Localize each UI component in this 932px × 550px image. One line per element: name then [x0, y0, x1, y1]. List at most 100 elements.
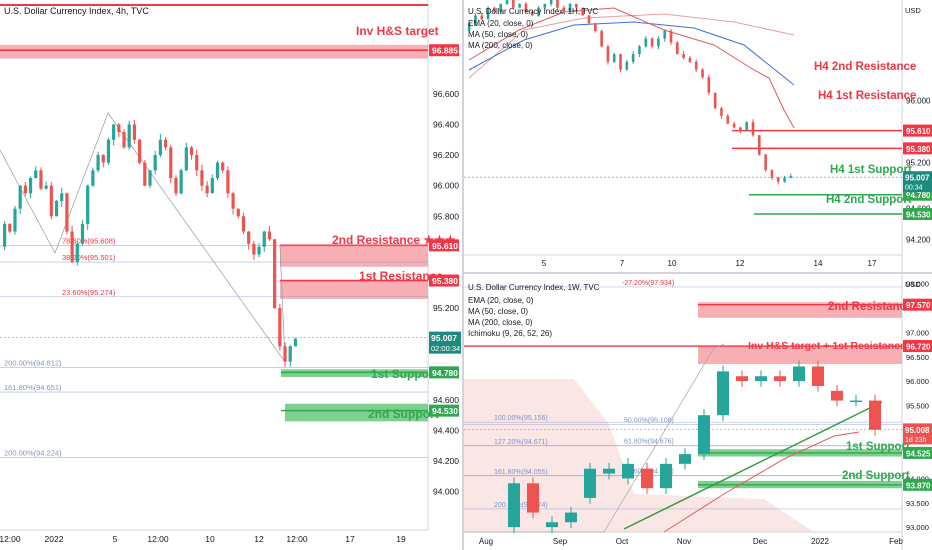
x-tick-label: 12:00: [0, 534, 21, 544]
candle-body: [812, 366, 824, 386]
fib-label: 127.20%(94.671): [494, 439, 548, 446]
candle-body: [568, 3, 572, 12]
candle-body: [508, 483, 520, 528]
candle-body: [594, 23, 597, 31]
last-price-tag: 95.007: [905, 174, 930, 183]
candle-body: [117, 124, 121, 133]
candle-body: [736, 376, 748, 382]
candle-body: [499, 3, 502, 12]
vertical-divider[interactable]: [462, 0, 464, 550]
level-price-tag: 94.525: [906, 449, 931, 458]
fib-label: -27.20%(97.934): [622, 280, 674, 287]
chart-4h-canvas[interactable]: 94.00094.20094.40094.60094.80095.00095.2…: [0, 0, 462, 550]
candle-body: [18, 185, 22, 209]
candle-body: [622, 463, 634, 479]
candle-body: [44, 185, 48, 189]
y-tick-label: 94.000: [433, 487, 459, 497]
x-tick-label: 17: [345, 534, 355, 544]
candle-body: [8, 223, 12, 232]
candle-body: [236, 208, 240, 217]
candle-body: [80, 223, 85, 244]
level-price-tag: 96.885: [432, 46, 458, 56]
x-tick-label: Sep: [553, 537, 568, 546]
level-price-tag-bg: [903, 142, 932, 155]
level-price-tag: 95.610: [906, 127, 931, 136]
y-tick-label: 96.500: [906, 353, 929, 362]
candle-body: [293, 338, 298, 347]
candle-body: [527, 483, 539, 513]
candle-body: [657, 38, 660, 47]
chart-1w-canvas[interactable]: USD93.00093.50094.00095.00095.50096.0009…: [464, 274, 932, 550]
level-price-tag: 97.570: [906, 301, 931, 310]
level-price-tag: 95.380: [432, 276, 458, 286]
indicator-label: MA (200, close, 0): [468, 318, 533, 327]
candle-body: [512, 0, 515, 8]
candle-body: [231, 193, 235, 209]
candle-body: [688, 57, 692, 62]
candle-body: [745, 122, 748, 132]
y-tick-label: 96.400: [433, 119, 459, 129]
y-tick-label: 97.000: [906, 328, 929, 337]
fib-label: 78.60%(95.608): [62, 237, 116, 246]
fib-label: 50.00%(95.108): [624, 418, 674, 425]
candle-body: [101, 155, 105, 163]
candle-body: [467, 23, 471, 31]
fib-label: 200.00%(93.374): [494, 502, 548, 509]
candle-body: [39, 170, 43, 189]
y-tick-label: 93.000: [906, 523, 929, 532]
indicator-label: Ichimoku (9, 26, 52, 26): [468, 329, 552, 338]
level-price-tag: 95.610: [432, 241, 458, 251]
candle-body: [546, 522, 558, 528]
x-tick-label: 2022: [45, 534, 64, 544]
chart-1h[interactable]: USD94.20094.60095.00095.20095.60096.0005…: [464, 0, 932, 272]
candle-body: [717, 371, 729, 416]
candle-body: [701, 69, 704, 78]
x-tick-label: 10: [205, 534, 215, 544]
candle-body: [789, 176, 793, 178]
resistance-zone: [280, 280, 428, 299]
x-tick-label: 12:00: [286, 534, 308, 544]
candle-body: [713, 92, 717, 109]
candle-body: [505, 0, 509, 4]
countdown-tag: 00:34: [905, 185, 923, 192]
candle-body: [641, 468, 653, 489]
chart-1w[interactable]: USD93.00093.50094.00095.00095.50096.0009…: [464, 274, 932, 550]
countdown-tag: 1d 23h: [905, 437, 927, 444]
level-label: H4 1st Support: [830, 164, 912, 176]
chart-4h[interactable]: 94.00094.20094.40094.60094.80095.00095.2…: [0, 0, 462, 550]
y-tick-label: 96.200: [433, 150, 459, 160]
candle-body: [127, 124, 131, 148]
candle-body: [75, 243, 79, 263]
candle-body: [247, 231, 251, 244]
last-price-tag-bg: [903, 171, 932, 193]
candle-body: [770, 170, 774, 178]
fib-label: 161.80%(94.651): [4, 383, 62, 392]
candle-body: [631, 54, 635, 62]
candle-body: [241, 216, 246, 232]
candle-body: [23, 185, 27, 194]
candle-body: [112, 124, 116, 140]
candle-body: [543, 3, 547, 8]
x-tick-label: 10: [668, 259, 677, 268]
candle-body: [556, 0, 559, 8]
candle-body: [793, 366, 805, 382]
candle-body: [28, 178, 33, 194]
candle-body: [726, 115, 730, 124]
candle-body: [644, 38, 648, 47]
x-tick-label: 12: [254, 534, 264, 544]
ema-line: [468, 7, 795, 129]
chart-1h-canvas[interactable]: USD94.20094.60095.00095.20095.60096.0005…: [464, 0, 932, 272]
level-label: H4 2nd Resistance: [814, 61, 916, 73]
candle-body: [189, 147, 194, 156]
horizontal-divider[interactable]: [464, 272, 932, 274]
candle-body: [153, 155, 157, 171]
candle-body: [486, 7, 490, 20]
candle-body: [625, 61, 629, 70]
candle-body: [758, 135, 761, 155]
candle-body: [581, 7, 584, 16]
fib-label: 200.00%(94.812): [4, 358, 62, 367]
level-label: 2nd Resistance: [828, 301, 912, 313]
ma50-line: [468, 21, 795, 86]
y-tick-label: 94.200: [906, 236, 931, 245]
candle-body: [60, 193, 64, 201]
